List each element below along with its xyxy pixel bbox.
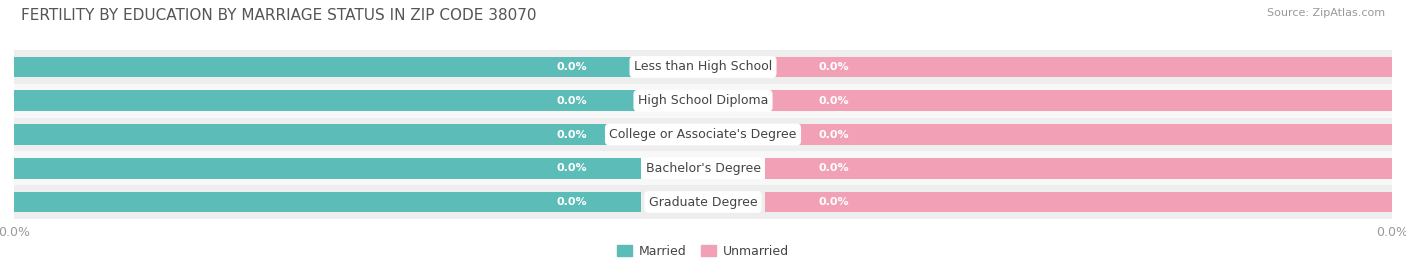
Bar: [14, 151, 1392, 185]
Bar: [14, 84, 1392, 118]
Text: Graduate Degree: Graduate Degree: [648, 196, 758, 208]
Text: 0.0%: 0.0%: [557, 62, 588, 72]
Text: College or Associate's Degree: College or Associate's Degree: [609, 128, 797, 141]
Text: 0.0%: 0.0%: [818, 62, 849, 72]
Bar: [14, 158, 641, 179]
Bar: [765, 158, 1392, 179]
Text: 0.0%: 0.0%: [557, 129, 588, 140]
Bar: [14, 50, 1392, 84]
Text: 0.0%: 0.0%: [557, 96, 588, 106]
Bar: [765, 124, 1392, 145]
Text: FERTILITY BY EDUCATION BY MARRIAGE STATUS IN ZIP CODE 38070: FERTILITY BY EDUCATION BY MARRIAGE STATU…: [21, 8, 537, 23]
Bar: [14, 56, 641, 77]
Bar: [14, 192, 641, 213]
Text: 0.0%: 0.0%: [818, 163, 849, 173]
Bar: [14, 124, 641, 145]
Text: 0.0%: 0.0%: [557, 163, 588, 173]
Text: 0.0%: 0.0%: [818, 197, 849, 207]
Legend: Married, Unmarried: Married, Unmarried: [612, 239, 794, 263]
Text: Source: ZipAtlas.com: Source: ZipAtlas.com: [1267, 8, 1385, 18]
Bar: [765, 56, 1392, 77]
Bar: [14, 90, 641, 111]
Text: 0.0%: 0.0%: [818, 129, 849, 140]
Text: 0.0%: 0.0%: [818, 96, 849, 106]
Text: Less than High School: Less than High School: [634, 61, 772, 73]
Text: High School Diploma: High School Diploma: [638, 94, 768, 107]
Text: 0.0%: 0.0%: [557, 197, 588, 207]
Bar: [14, 118, 1392, 151]
Bar: [14, 185, 1392, 219]
Text: Bachelor's Degree: Bachelor's Degree: [645, 162, 761, 175]
Bar: [765, 90, 1392, 111]
Bar: [765, 192, 1392, 213]
